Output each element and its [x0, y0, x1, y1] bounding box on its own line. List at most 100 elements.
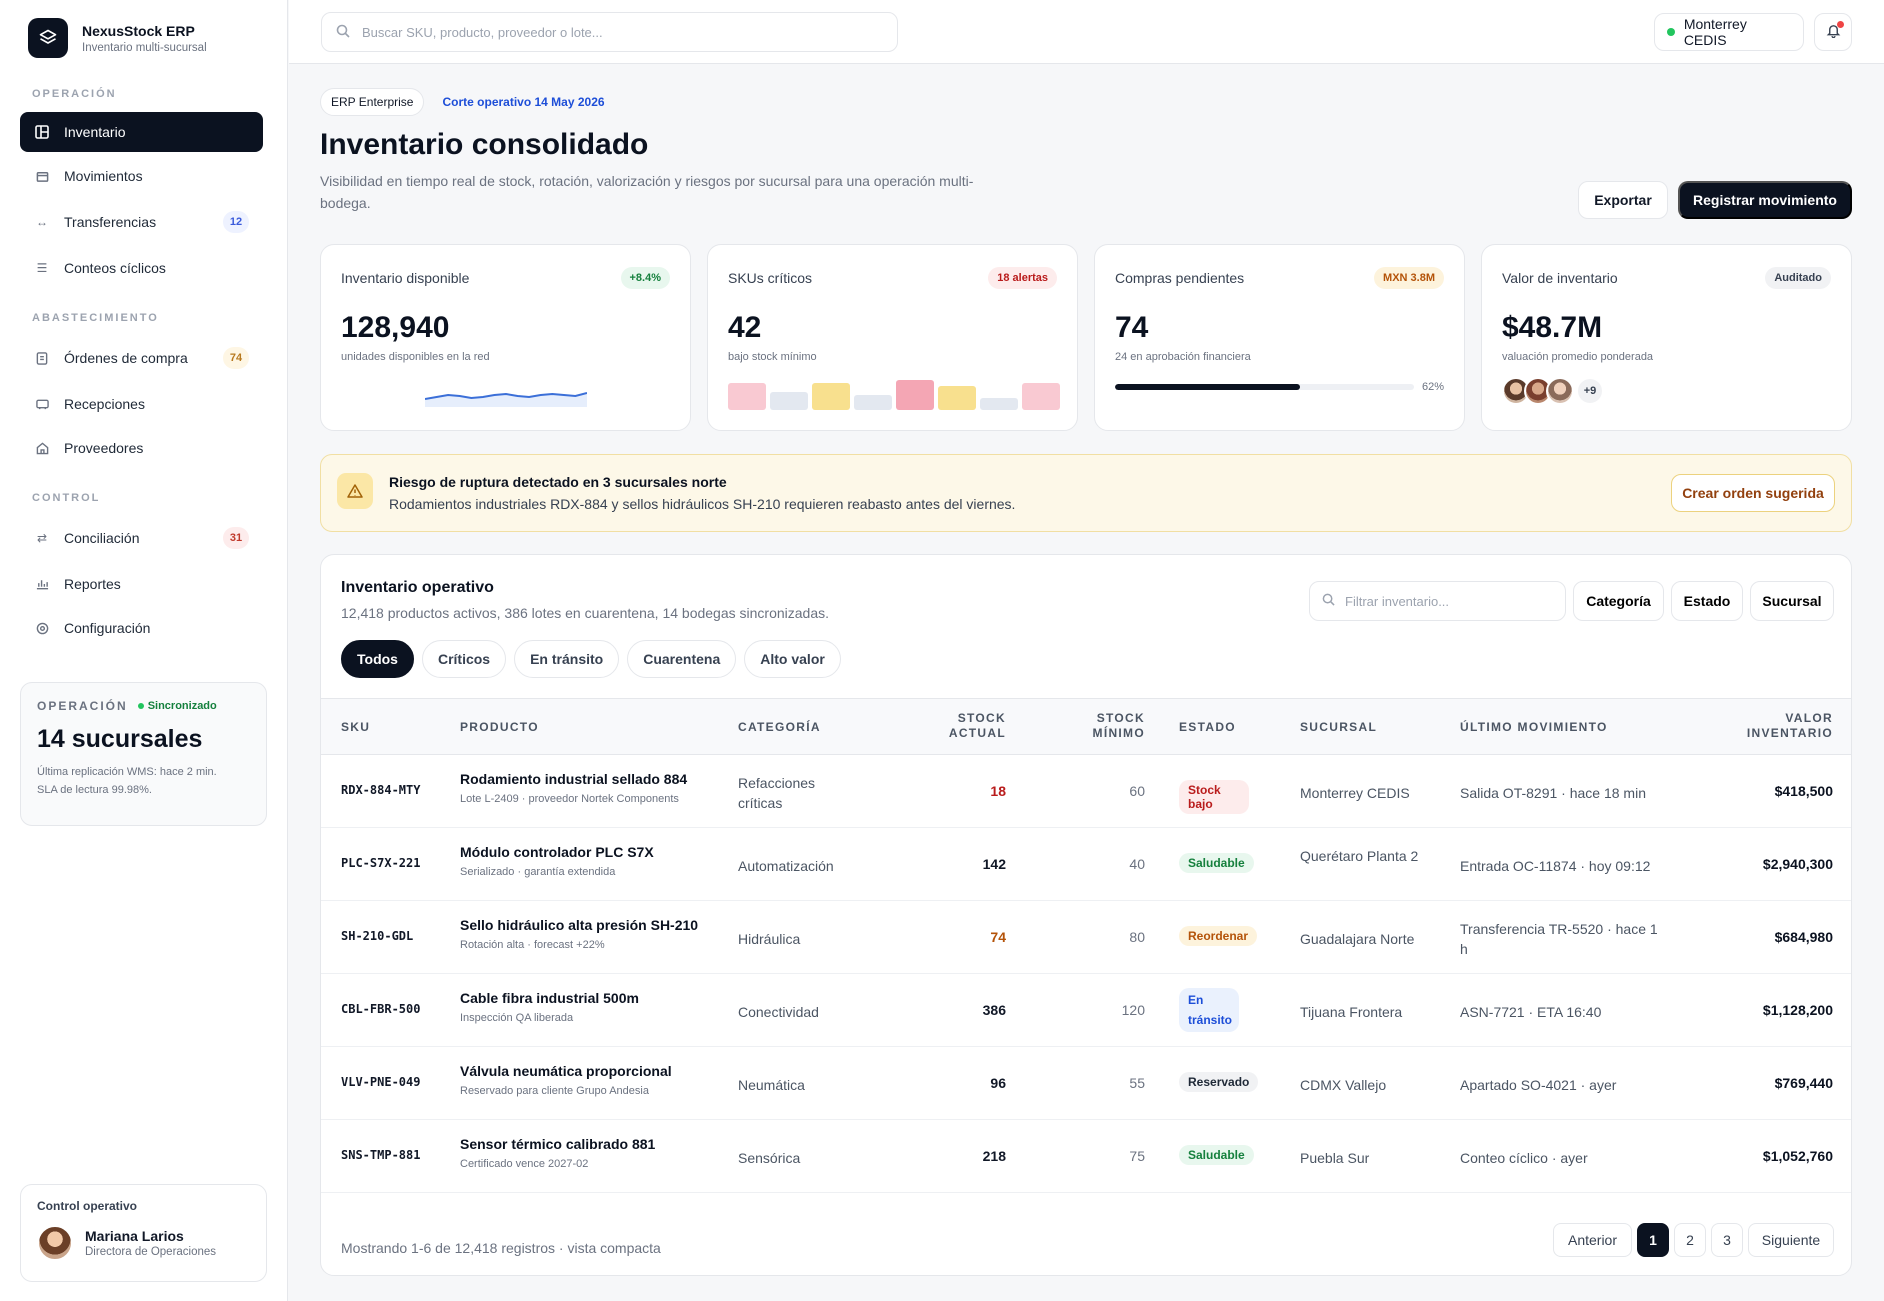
inventory-value: $769,440 [1774, 1075, 1833, 1091]
status-dot-icon [137, 703, 144, 709]
table-row[interactable]: SH-210-GDL Sello hidráulico alta presión … [321, 901, 1851, 974]
column-header-status[interactable]: ESTADO [1179, 720, 1236, 734]
column-header-branch[interactable]: SUCURSAL [1300, 720, 1378, 734]
list-icon: ☰ [36, 261, 48, 275]
tray-icon [34, 396, 50, 412]
sidebar-item-label: Conteos cíclicos [64, 260, 166, 276]
transferencias-count-badge: 12 [223, 211, 249, 233]
branch-selector-button[interactable]: Monterrey CEDIS [1654, 13, 1804, 51]
sidebar-item-reportes[interactable]: Reportes [20, 564, 263, 604]
brand[interactable]: NexusStock ERP Inventario multi-sucursal [28, 18, 207, 58]
tab-todos[interactable]: Todos [341, 640, 414, 678]
sidebar-item-ordenes-compra[interactable]: Órdenes de compra 74 [20, 338, 263, 378]
pagination-next-button[interactable]: Siguiente [1748, 1223, 1834, 1257]
user-card[interactable]: Control operativo Mariana Larios Directo… [20, 1184, 267, 1282]
product-name[interactable]: Rodamiento industrial sellado 884 [460, 771, 688, 787]
column-header-product[interactable]: PRODUCTO [460, 720, 539, 734]
critical-level-bar [1022, 383, 1060, 410]
ordenes-count-badge: 74 [223, 347, 249, 369]
filter-inventory-input[interactable]: Filtrar inventario... [1309, 581, 1566, 621]
kpi-value: 74 [1115, 311, 1149, 344]
sidebar-item-transferencias[interactable]: ↔ Transferencias 12 [20, 202, 263, 242]
store-icon [34, 440, 50, 456]
sidebar-item-label: Configuración [64, 620, 151, 636]
pagination-page-3[interactable]: 3 [1711, 1223, 1743, 1257]
product-name[interactable]: Sello hidráulico alta presión SH-210 [460, 917, 699, 933]
create-suggested-order-button[interactable]: Crear orden sugerida [1671, 474, 1835, 512]
bar-chart-icon [34, 576, 50, 592]
last-movement-cell: Conteo cíclico · ayer [1460, 1150, 1588, 1166]
sidebar-item-inventario[interactable]: Inventario [20, 112, 263, 152]
stock-minimum: 75 [1129, 1148, 1145, 1164]
tab-alto-valor[interactable]: Alto valor [744, 640, 841, 678]
page-description: Visibilidad en tiempo real de stock, rot… [320, 173, 974, 211]
audit-badge: Auditado [1765, 267, 1831, 289]
sidebar-item-label: Reportes [64, 576, 121, 592]
notifications-button[interactable] [1814, 13, 1852, 51]
kpi-label: Compras pendientes [1115, 270, 1245, 286]
sidebar-item-proveedores[interactable]: Proveedores [20, 428, 263, 468]
sidebar-item-recepciones[interactable]: Recepciones [20, 384, 263, 424]
edition-tag: ERP Enterprise [320, 88, 425, 116]
pagination-page-2[interactable]: 2 [1674, 1223, 1706, 1257]
status-badge: Reservado [1179, 1072, 1259, 1092]
stock-current: 74 [990, 929, 1006, 945]
kpi-value: 42 [728, 311, 762, 344]
stock-current: 18 [990, 783, 1006, 799]
sidebar-item-label: Órdenes de compra [64, 350, 188, 366]
inventory-value: $2,940,300 [1762, 856, 1833, 872]
category-filter-button[interactable]: Categoría [1573, 581, 1664, 621]
more-auditors-count: +9 [1576, 377, 1604, 405]
table-row[interactable]: PLC-S7X-221 Módulo controlador PLC S7X Ser… [321, 828, 1851, 901]
last-movement-cell: ASN-7721 · ETA 16:40 [1460, 1004, 1602, 1020]
column-header-min[interactable]: STOCK MÍNIMO [1092, 711, 1145, 740]
product-name[interactable]: Cable fibra industrial 500m [460, 990, 639, 1006]
column-header-sku[interactable]: SKU [341, 720, 371, 734]
critical-level-bar [896, 380, 934, 410]
status-dot-icon [1667, 28, 1675, 36]
table-row[interactable]: CBL-FBR-500 Cable fibra industrial 500m In… [321, 974, 1851, 1047]
status-filter-button[interactable]: Estado [1671, 581, 1743, 621]
tab-en-transito[interactable]: En tránsito [514, 640, 620, 678]
inventory-tabs: Todos Críticos En tránsito Cuarentena Al… [341, 640, 841, 678]
search-placeholder: Buscar SKU, producto, proveedor o lote..… [362, 24, 603, 40]
column-header-stock[interactable]: STOCK ACTUAL [948, 711, 1006, 740]
kpi-alert-badge: 18 alertas [988, 267, 1057, 289]
sidebar-item-movimientos[interactable]: Movimientos [20, 156, 263, 196]
table-row[interactable]: RDX-884-MTY Rodamiento industrial sellado… [321, 755, 1851, 828]
tab-cuarentena[interactable]: Cuarentena [627, 640, 737, 678]
pagination-page-1[interactable]: 1 [1637, 1223, 1669, 1257]
column-header-value[interactable]: VALOR INVENTARIO [1746, 711, 1833, 740]
branch-filter-button[interactable]: Sucursal [1750, 581, 1834, 621]
tab-criticos[interactable]: Críticos [421, 640, 507, 678]
trend-sparkline [425, 392, 587, 407]
pagination-previous-button[interactable]: Anterior [1553, 1223, 1632, 1257]
export-button[interactable]: Exportar [1578, 181, 1668, 219]
column-header-last-movement[interactable]: ÚLTIMO MOVIMIENTO [1460, 720, 1608, 734]
notification-dot [1837, 21, 1844, 28]
column-header-category[interactable]: CATEGORÍA [738, 720, 821, 734]
topbar: Buscar SKU, producto, proveedor o lote..… [289, 0, 1884, 64]
sidebar-item-label: Movimientos [64, 168, 143, 184]
global-search-input[interactable]: Buscar SKU, producto, proveedor o lote..… [321, 12, 898, 52]
category-cell: Hidráulica [738, 931, 801, 947]
sidebar-item-conteos[interactable]: ☰ Conteos cíclicos [20, 248, 263, 288]
auditor-avatars[interactable]: +9 [1502, 377, 1604, 405]
operations-status-card: OPERACIÓN Sincronizado 14 sucursales Últ… [20, 682, 267, 826]
table-row[interactable]: SNS-TMP-881 Sensor térmico calibrado 881 C… [321, 1120, 1851, 1193]
product-cell: Válvula neumática proporcional Reservado … [460, 1063, 700, 1099]
product-name[interactable]: Sensor térmico calibrado 881 [460, 1136, 656, 1152]
product-name[interactable]: Válvula neumática proporcional [460, 1063, 672, 1079]
table-row[interactable]: VLV-PNE-049 Válvula neumática proporciona… [321, 1047, 1851, 1120]
category-cell: Neumática [738, 1077, 805, 1093]
records-summary: Mostrando 1-6 de 12,418 registros · vist… [341, 1240, 661, 1256]
sku-code: PLC-S7X-221 [341, 856, 421, 870]
sidebar-item-configuracion[interactable]: Configuración [20, 608, 263, 648]
register-movement-button[interactable]: Registrar movimiento [1678, 181, 1852, 219]
inventory-table-card: Inventario operativo 12,418 productos ac… [320, 554, 1852, 1276]
product-name[interactable]: Módulo controlador PLC S7X [460, 844, 654, 860]
sidebar-item-conciliacion[interactable]: ⇄ Conciliación 31 [20, 518, 263, 558]
stock-current: 218 [982, 1148, 1006, 1164]
sku-code: SH-210-GDL [341, 929, 414, 943]
product-cell: Cable fibra industrial 500m Inspección QA… [460, 990, 700, 1026]
